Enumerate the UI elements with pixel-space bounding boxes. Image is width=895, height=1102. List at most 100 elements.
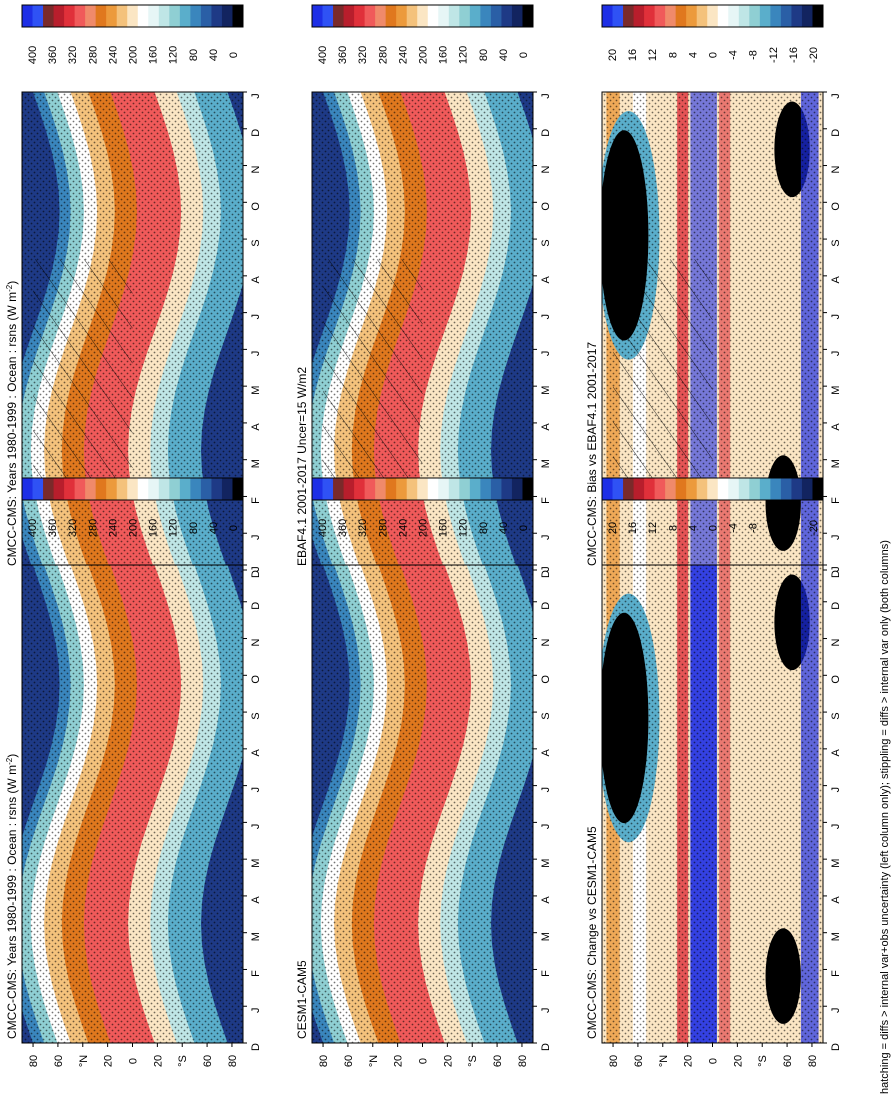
lat-tick-label: °S: [467, 1055, 479, 1067]
colorbar-swatch: [179, 478, 191, 500]
month-tick-label: J: [540, 351, 552, 357]
colorbar-label: -8: [748, 50, 760, 60]
colorbar-label: 0: [518, 52, 530, 58]
lat-tick-label: 80: [318, 1055, 330, 1067]
colorbar-swatch: [490, 478, 502, 500]
colorbar-label: 200: [128, 46, 140, 64]
month-tick-label: A: [250, 423, 262, 431]
colorbar-label: 120: [458, 519, 470, 537]
colorbar-swatch: [354, 478, 366, 500]
colorbar-label: 120: [168, 519, 180, 537]
colorbar-label: -20: [808, 47, 820, 63]
colorbar-1: 400 360 320 280 240 200 160 120 80 40 0: [21, 4, 244, 64]
colorbar-label: -8: [748, 523, 760, 533]
heatmap-field: [22, 565, 243, 1043]
month-tick-label: M: [250, 459, 262, 468]
month-tick-label: M: [540, 932, 552, 941]
colorbar-swatch: [396, 5, 408, 27]
colorbar-swatch: [633, 478, 645, 500]
colorbar-swatch: [780, 5, 792, 27]
colorbar-swatch: [200, 5, 212, 27]
colorbar-label: 280: [377, 46, 389, 64]
colorbar-label: 360: [337, 46, 349, 64]
month-tick-label: J: [540, 314, 552, 320]
colorbar-swatch: [438, 5, 450, 27]
colorbar-swatch: [200, 478, 212, 500]
colorbar-swatch: [22, 478, 34, 500]
colorbar-swatch: [490, 5, 502, 27]
colorbar-swatch: [322, 478, 334, 500]
colorbar-swatch: [364, 5, 376, 27]
month-tick-label: D: [250, 602, 262, 610]
month-tick-label: S: [540, 239, 552, 246]
month-tick-label: J: [540, 93, 552, 99]
colorbar-label: -16: [788, 520, 800, 536]
colorbar-swatch: [64, 478, 76, 500]
colorbar-swatch: [791, 5, 803, 27]
colorbar-swatch: [169, 478, 181, 500]
month-tick-label: F: [540, 970, 552, 977]
colorbar-swatch: [738, 5, 750, 27]
colorbar-swatch: [644, 5, 656, 27]
colorbar-swatch: [801, 478, 813, 500]
month-tick-label: D: [830, 129, 842, 137]
colorbar-label: 80: [188, 522, 200, 534]
colorbar-swatch: [116, 478, 128, 500]
colorbar-label: 80: [188, 49, 200, 61]
colorbar-label: 240: [107, 46, 119, 64]
month-tick-label: D: [250, 1043, 262, 1051]
lat-tick-label: 60: [633, 1055, 645, 1067]
colorbar-swatch: [448, 478, 460, 500]
hatching-overlay: [33, 259, 133, 499]
colorbar-label: 200: [418, 46, 430, 64]
colorbar-label: 160: [148, 519, 160, 537]
lat-tick-label: °S: [177, 1055, 189, 1067]
month-tick-label: J: [830, 824, 842, 830]
colorbar-swatch: [759, 5, 771, 27]
month-tick-label: J: [250, 824, 262, 830]
lat-tick-label: 80: [608, 1055, 620, 1067]
colorbar-4: 400 360 320 280 240 200 160 120 80 40 0: [311, 477, 534, 537]
colorbar-swatch: [511, 5, 523, 27]
colorbar-3: 400 360 320 280 240 200 160 120 80 40 0: [311, 4, 534, 64]
month-tick-label: A: [830, 749, 842, 757]
colorbar-swatch: [665, 5, 677, 27]
colorbar-label: -4: [728, 50, 740, 60]
colorbar-swatch: [654, 478, 666, 500]
month-tick-label: J: [830, 314, 842, 320]
month-tick-label: A: [250, 749, 262, 757]
colorbar-label: 4: [687, 52, 699, 58]
colorbar-label: 320: [67, 519, 79, 537]
colorbar-swatch: [665, 478, 677, 500]
month-tick-label: N: [250, 166, 262, 174]
month-tick-label: A: [250, 896, 262, 904]
colorbar-swatch: [438, 478, 450, 500]
colorbar-swatch: [343, 5, 355, 27]
colorbar-label: 200: [418, 519, 430, 537]
month-tick-label: A: [830, 276, 842, 284]
colorbar-swatch: [158, 478, 170, 500]
month-tick-label: J: [830, 1007, 842, 1013]
colorbar-swatch: [22, 5, 34, 27]
month-tick-label: J: [250, 787, 262, 793]
month-tick-label: J: [540, 787, 552, 793]
heatmap-panel-5: CMCC-CMS: Bias vs EBAF4.1 2001-2017DJFMA…: [585, 91, 842, 594]
colorbar-label: 4: [687, 525, 699, 531]
lat-tick-label: °S: [757, 1055, 769, 1067]
colorbar-swatch: [417, 5, 429, 27]
colorbar-swatch: [602, 478, 614, 500]
colorbar-swatch: [211, 478, 223, 500]
month-tick-label: D: [540, 1043, 552, 1051]
heatmap-panel-2: CMCC-CMS: Years 1980-1999 : Ocean : rsns…: [5, 564, 262, 1067]
colorbar-swatch: [480, 478, 492, 500]
panel-title: CMCC-CMS: Years 1980-1999 : Ocean : rsns…: [5, 754, 20, 1039]
colorbar-swatch: [612, 478, 624, 500]
colorbar-label: 40: [208, 49, 220, 61]
colorbar-swatch: [675, 5, 687, 27]
colorbar-swatch: [106, 478, 118, 500]
panel-title: CMCC-CMS: Years 1980-1999 : Ocean : rsns…: [5, 281, 20, 566]
lat-tick-label: 20: [683, 1055, 695, 1067]
colorbar-swatch: [53, 5, 65, 27]
colorbar-swatch: [32, 478, 44, 500]
